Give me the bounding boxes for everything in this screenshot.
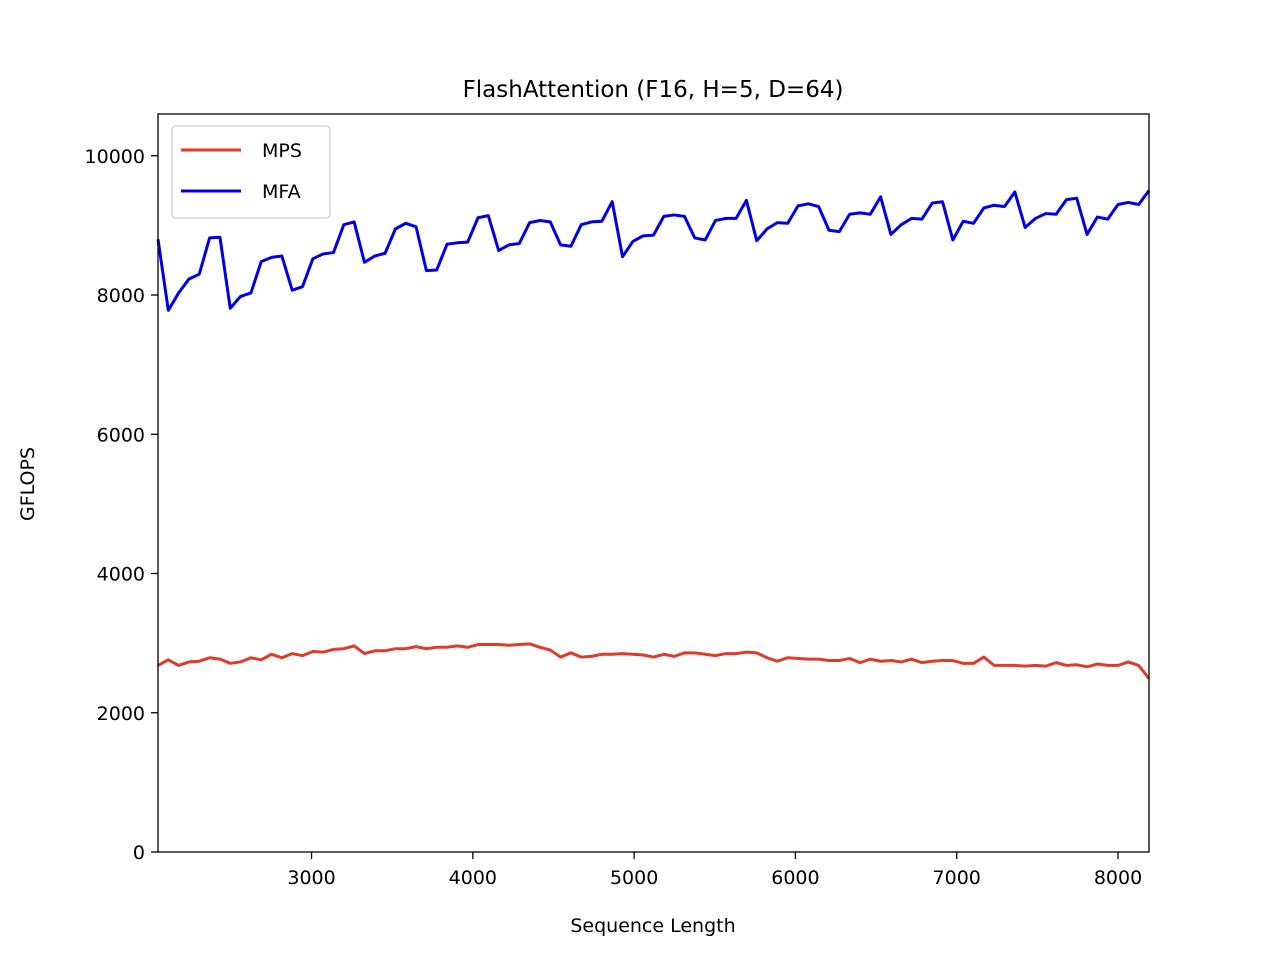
series-line-mfa bbox=[156, 189, 1151, 312]
y-axis-label: GFLOPS bbox=[17, 447, 39, 521]
y-tick-label: 4000 bbox=[97, 564, 145, 586]
y-axis: 0 2000 4000 6000 8000 10000 bbox=[85, 146, 158, 864]
x-tick-label: 8000 bbox=[1094, 867, 1142, 889]
legend-box bbox=[171, 125, 331, 219]
legend-label-mps: MPS bbox=[262, 140, 302, 162]
x-tick-label: 4000 bbox=[449, 867, 497, 889]
series-line-mps bbox=[157, 642, 1151, 680]
x-axis-label: Sequence Length bbox=[570, 915, 735, 937]
y-tick-label: 8000 bbox=[97, 285, 145, 307]
x-tick-label: 3000 bbox=[287, 867, 335, 889]
y-tick-label: 10000 bbox=[85, 146, 145, 168]
x-tick-label: 5000 bbox=[610, 867, 658, 889]
legend: MPS MFA bbox=[171, 125, 331, 219]
chart-title: FlashAttention (F16, H=5, D=64) bbox=[463, 77, 844, 103]
x-tick-label: 6000 bbox=[771, 867, 819, 889]
y-tick-label: 2000 bbox=[97, 703, 145, 725]
y-tick-label: 0 bbox=[133, 842, 145, 864]
y-tick-label: 6000 bbox=[97, 424, 145, 446]
x-axis: 3000 4000 5000 6000 7000 8000 bbox=[287, 852, 1142, 889]
plot-frame bbox=[157, 113, 1150, 853]
plot-area bbox=[156, 189, 1151, 680]
legend-label-mfa: MFA bbox=[262, 181, 301, 203]
x-tick-label: 7000 bbox=[933, 867, 981, 889]
